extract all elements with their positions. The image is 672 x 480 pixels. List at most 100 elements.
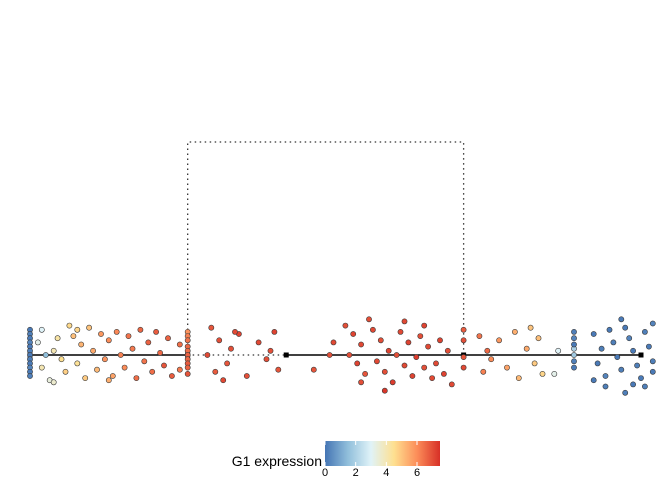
- cluster-at-n5-point-11: [634, 362, 640, 369]
- column-at-n2-point-9: [184, 370, 191, 377]
- cluster-at-n3-point-22: [437, 337, 443, 344]
- segment-n1-n2-point-5: [54, 335, 61, 342]
- cluster-at-n3-point-2: [358, 341, 364, 348]
- segment-n1-n2-point-29: [145, 339, 152, 346]
- column-at-n2-point-8: [184, 364, 191, 371]
- cluster-at-n3-point-7: [377, 337, 384, 344]
- segment-n2-n3-point-12: [232, 328, 238, 335]
- segment-n1-n2-point-27: [137, 326, 144, 333]
- segment-n1-n2-point-7: [50, 347, 57, 354]
- segment-n1-n2-point-8: [66, 322, 73, 329]
- cluster-at-n5-point-10: [630, 347, 636, 354]
- cluster-at-n5-point-2: [594, 360, 601, 367]
- segment-n1-n2-point-6: [58, 356, 65, 363]
- segment-n4-n5-point-12: [523, 345, 530, 352]
- cluster-at-n3-point-24: [433, 360, 439, 367]
- segment-n1-n2-point-30: [149, 368, 156, 375]
- cluster-at-n5-point-12: [638, 375, 644, 381]
- segment-n1-n2-point-3: [38, 364, 45, 371]
- segment-n1-n2-point-18: [102, 356, 108, 363]
- segment-n4-n5-point-13: [527, 324, 534, 331]
- cluster-at-n5-point-17: [602, 383, 609, 390]
- segment-n4-n5-point-11: [515, 375, 522, 381]
- cluster-at-n3-point-6: [369, 326, 376, 333]
- segment-n1-n2-point-38: [105, 377, 112, 384]
- segment-n4-n5-point-8: [496, 337, 502, 344]
- cluster-at-n3-point-18: [425, 343, 431, 350]
- segment-n1-n2-point-16: [94, 366, 100, 373]
- segment-n2-n3-point-10: [271, 328, 278, 335]
- segment-n1-n2-point-17: [98, 331, 104, 337]
- segment-n2-n3-point-7: [243, 373, 250, 379]
- segment-n2-n3-point-14: [220, 377, 227, 384]
- cluster-at-n3-point-11: [389, 379, 396, 386]
- segment-n4-n5-point-2: [460, 354, 467, 360]
- segment-n4-n5-point-6: [480, 368, 487, 375]
- cluster-at-n5-point-14: [646, 343, 652, 350]
- segment-n4-n5-point-20: [571, 352, 577, 358]
- segment-n1-n2-point-31: [153, 328, 159, 335]
- segment-n4-n5-point-5: [484, 347, 491, 354]
- cluster-at-n5-point-1: [598, 345, 605, 352]
- segment-n4-n5-point-18: [551, 370, 558, 377]
- cluster-at-n3-point-16: [409, 373, 416, 379]
- legend-tick-label-1: 2: [353, 467, 359, 479]
- cluster-at-n5-point-19: [649, 320, 656, 327]
- cluster-at-n3-point-9: [373, 358, 380, 365]
- column-at-n2-point-11: [176, 366, 183, 373]
- column-before-n5-point-1: [571, 335, 577, 342]
- segment-n4-n5-point-9: [504, 364, 510, 371]
- color-legend: G1 expression 0 2 4 6: [232, 441, 440, 479]
- segment-n1-n2-point-23: [121, 364, 128, 371]
- segment-n4-n5-point-14: [531, 360, 538, 367]
- legend-color-bar: [325, 441, 440, 466]
- cluster-at-n5-point-6: [614, 354, 621, 360]
- cluster-at-n5-point-13: [642, 328, 648, 335]
- segment-n4-n5-point-10: [512, 328, 518, 335]
- cluster-at-n3-point-13: [405, 339, 412, 346]
- cluster-at-n3-point-19: [413, 354, 420, 360]
- cluster-at-n3-point-17: [417, 333, 424, 339]
- cluster-at-n3-point-8: [385, 347, 392, 354]
- segment-n1-n2-point-24: [125, 333, 132, 339]
- cluster-at-n5-point-8: [622, 324, 629, 331]
- segment-n1-n2-point-2: [42, 352, 49, 358]
- segment-n1-n2-point-35: [168, 373, 175, 379]
- cluster-at-n3-point-23: [444, 347, 451, 354]
- dotted-bracket: [187, 141, 465, 355]
- cluster-at-n5-point-18: [618, 316, 625, 323]
- segment-n1-n2-point-20: [109, 373, 116, 379]
- segment-n1-n2-point-9: [70, 333, 77, 339]
- cluster-at-n3-point-25: [440, 370, 447, 377]
- cluster-at-n3-point-3: [346, 352, 353, 358]
- cluster-at-n5-point-0: [590, 331, 597, 337]
- legend-tick-label-3: 6: [414, 467, 420, 479]
- cluster-at-n3-point-15: [401, 362, 408, 369]
- column-at-n2-point-2: [184, 337, 191, 344]
- segment-n4-n5-point-3: [460, 364, 467, 371]
- column-before-n5-point-2: [571, 341, 577, 348]
- cluster-at-n3-point-12: [397, 328, 404, 335]
- segment-n2-n3-point-2: [204, 352, 211, 358]
- segment-n2-n3-point-6: [224, 360, 230, 367]
- cluster-at-n5-point-4: [606, 326, 613, 333]
- legend-tick-label-0: 0: [322, 467, 328, 479]
- segment-n2-n3-point-0: [208, 324, 215, 331]
- tree-node-n5: [638, 352, 644, 358]
- segment-n4-n5-point-4: [476, 333, 483, 339]
- cluster-at-n5-point-5: [610, 339, 617, 346]
- cluster-at-n3-point-31: [448, 381, 455, 388]
- tree-edges: [30, 141, 641, 356]
- segment-n2-n3-point-4: [228, 345, 234, 352]
- segment-n1-n2-point-28: [141, 358, 148, 365]
- segment-n1-n2-point-36: [50, 379, 57, 386]
- segment-n2-n3-point-8: [255, 339, 262, 346]
- segment-n1-n2-point-1: [35, 339, 41, 346]
- cluster-at-n3-point-4: [354, 360, 361, 367]
- segment-n1-n2-point-13: [82, 375, 89, 381]
- legend-ticks: 0 2 4 6: [322, 441, 420, 479]
- cluster-at-n3-point-26: [366, 316, 372, 323]
- segment-n2-n3-point-1: [216, 337, 223, 344]
- segment-n1-n2-point-33: [161, 362, 167, 369]
